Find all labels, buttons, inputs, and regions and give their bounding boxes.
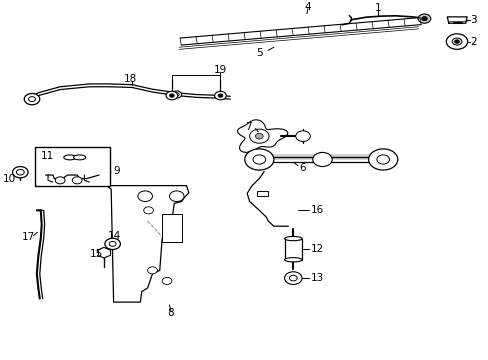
Circle shape: [252, 155, 265, 164]
Text: 12: 12: [310, 244, 323, 254]
Text: 8: 8: [167, 309, 174, 319]
Circle shape: [169, 191, 183, 202]
Circle shape: [368, 149, 397, 170]
Circle shape: [284, 272, 302, 284]
Ellipse shape: [73, 155, 85, 160]
Bar: [162, 214, 181, 242]
Polygon shape: [237, 120, 287, 152]
Circle shape: [451, 38, 461, 45]
Circle shape: [24, 94, 40, 105]
Text: 4: 4: [304, 1, 310, 12]
Circle shape: [218, 94, 223, 97]
Circle shape: [166, 91, 177, 100]
Circle shape: [214, 91, 226, 100]
Text: 7: 7: [245, 122, 251, 132]
Circle shape: [295, 131, 310, 141]
Text: 6: 6: [299, 163, 305, 173]
Circle shape: [104, 238, 120, 249]
Text: 18: 18: [124, 74, 137, 84]
Text: 11: 11: [41, 151, 54, 161]
Text: 2: 2: [469, 37, 476, 46]
Circle shape: [172, 91, 181, 98]
Circle shape: [255, 133, 263, 139]
Circle shape: [143, 207, 153, 214]
Circle shape: [421, 17, 427, 21]
Circle shape: [55, 177, 65, 184]
Circle shape: [376, 155, 389, 164]
Text: 19: 19: [213, 65, 226, 75]
Ellipse shape: [284, 258, 302, 262]
Circle shape: [417, 14, 430, 23]
Bar: [35, 147, 110, 186]
Circle shape: [13, 167, 28, 178]
Text: 15: 15: [90, 249, 103, 260]
Text: 3: 3: [469, 15, 476, 25]
Text: 16: 16: [310, 204, 323, 215]
Circle shape: [454, 40, 459, 43]
Polygon shape: [106, 186, 188, 302]
Circle shape: [446, 34, 467, 49]
Circle shape: [138, 191, 152, 202]
Text: 5: 5: [256, 48, 262, 58]
Text: 13: 13: [310, 273, 323, 283]
Ellipse shape: [64, 155, 76, 160]
Circle shape: [72, 177, 82, 184]
Circle shape: [244, 149, 273, 170]
Circle shape: [249, 129, 268, 143]
Text: 10: 10: [3, 174, 16, 184]
Circle shape: [147, 267, 157, 274]
Text: 14: 14: [108, 231, 121, 241]
Bar: [284, 239, 302, 260]
Ellipse shape: [284, 237, 302, 241]
Text: 17: 17: [22, 232, 35, 242]
Circle shape: [162, 278, 172, 284]
Circle shape: [312, 152, 331, 167]
Text: 1: 1: [374, 3, 381, 13]
Bar: [256, 191, 267, 196]
Text: 9: 9: [113, 166, 120, 176]
Circle shape: [169, 94, 174, 97]
